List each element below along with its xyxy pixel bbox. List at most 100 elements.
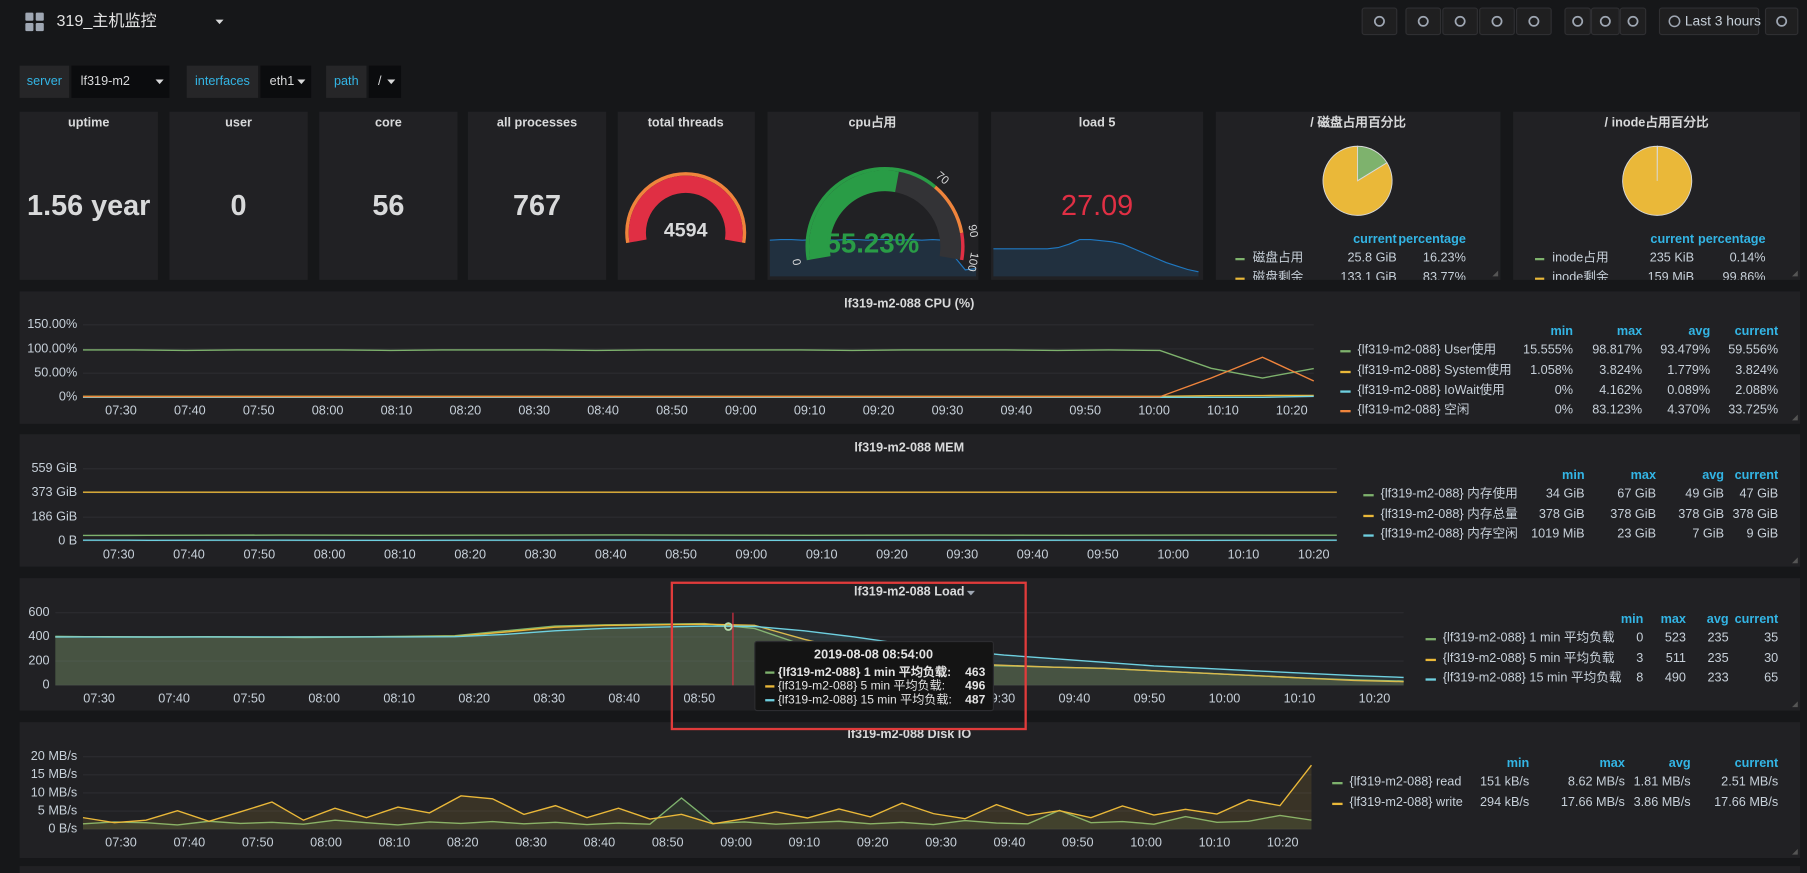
legend-header: min bbox=[1551, 324, 1574, 338]
legend-header: avg bbox=[1688, 324, 1710, 338]
toolbar-icon bbox=[1599, 15, 1611, 27]
variable-value-box[interactable] bbox=[368, 65, 402, 98]
legend-value: 0.089% bbox=[1667, 383, 1710, 397]
legend-header: max bbox=[1631, 468, 1656, 482]
variable-label-box bbox=[326, 65, 367, 98]
toolbar-button[interactable] bbox=[1361, 7, 1398, 36]
toolbar-button[interactable] bbox=[1564, 7, 1591, 36]
toolbar-button[interactable] bbox=[1764, 7, 1799, 36]
grid-icon[interactable] bbox=[25, 12, 34, 21]
x-tick-label: 07:30 bbox=[105, 835, 137, 849]
x-tick-label: 07:50 bbox=[233, 691, 265, 705]
legend-value: 3.824% bbox=[1735, 363, 1778, 377]
x-tick-label: 10:20 bbox=[1359, 691, 1391, 705]
y-tick-label: 186 GiB bbox=[31, 510, 77, 524]
resize-handle bbox=[1492, 270, 1499, 277]
legend-header: min bbox=[1621, 612, 1644, 626]
toolbar-button[interactable] bbox=[1516, 7, 1552, 36]
variable-value-box[interactable] bbox=[71, 65, 170, 98]
time-range: Last 3 hours bbox=[1685, 13, 1761, 29]
legend-name[interactable]: {lf319-m2-088} 5 min 平均负载 bbox=[1443, 651, 1615, 665]
legend-value: 1.779% bbox=[1667, 363, 1710, 377]
legend-value: 49 GiB bbox=[1685, 486, 1724, 500]
legend-value: 9 GiB bbox=[1747, 527, 1779, 541]
caret bbox=[215, 19, 224, 25]
toolbar-icon bbox=[1454, 15, 1466, 27]
legend-value: 151 kB/s bbox=[1480, 774, 1529, 788]
x-tick-label: 09:10 bbox=[806, 547, 838, 561]
gauge-arc bbox=[628, 175, 743, 243]
tooltip-value: 496 bbox=[965, 679, 985, 693]
legend-value: 378 GiB bbox=[1539, 507, 1585, 521]
legend-name[interactable]: {lf319-m2-088} 内存空闲 bbox=[1381, 527, 1518, 541]
toolbar-button[interactable] bbox=[1479, 7, 1515, 36]
x-tick-label: 08:30 bbox=[515, 835, 547, 849]
legend-value: 235 bbox=[1708, 651, 1729, 665]
panel-title: / 磁盘占用百分比 bbox=[1310, 115, 1406, 130]
panel-title: lf319-m2-088 Disk IO bbox=[847, 727, 971, 741]
legend-value: 1.81 MB/s bbox=[1634, 774, 1691, 788]
gauge-tick: 90 bbox=[965, 224, 979, 239]
legend-header: avg bbox=[1707, 612, 1729, 626]
legend-value: 378 GiB bbox=[1678, 507, 1724, 521]
tooltip-time: 2019-08-08 08:54:00 bbox=[814, 648, 933, 662]
legend-header: current bbox=[1735, 612, 1779, 626]
legend-header: percentage bbox=[1698, 232, 1766, 246]
legend-value: 378 GiB bbox=[1732, 507, 1778, 521]
x-tick-label: 09:00 bbox=[736, 547, 768, 561]
resize-handle bbox=[1792, 701, 1798, 708]
gauge-threshold bbox=[933, 185, 964, 234]
legend-name[interactable]: {lf319-m2-088} 15 min 平均负载 bbox=[1443, 671, 1622, 685]
legend-value: 17.66 MB/s bbox=[1561, 795, 1625, 809]
legend-header: current bbox=[1735, 324, 1779, 338]
tooltip-name: {lf319-m2-088} 15 min 平均负载: bbox=[778, 692, 952, 706]
panel-title: / inode占用百分比 bbox=[1605, 115, 1709, 130]
y-tick-label: 0 B/s bbox=[48, 822, 77, 836]
legend-name[interactable]: {lf319-m2-088} User使用 bbox=[1358, 341, 1497, 356]
caret bbox=[155, 79, 164, 85]
toolbar-button[interactable] bbox=[1590, 7, 1620, 36]
panel-title: all processes bbox=[497, 116, 577, 130]
resize-handle bbox=[1792, 270, 1798, 277]
legend-name: inode剩余 bbox=[1552, 269, 1609, 284]
legend-value: 159 MiB bbox=[1648, 270, 1694, 284]
legend-value: 511 bbox=[1666, 651, 1686, 665]
toolbar-icon bbox=[1776, 15, 1788, 27]
time-picker[interactable] bbox=[1658, 7, 1760, 36]
resize-handle bbox=[1792, 848, 1798, 855]
x-tick-label: 09:40 bbox=[1000, 404, 1032, 418]
legend-name: inode占用 bbox=[1552, 250, 1608, 264]
x-tick-label: 09:40 bbox=[994, 835, 1026, 849]
x-tick-label: 08:40 bbox=[595, 547, 627, 561]
y-tick-label: 373 GiB bbox=[31, 485, 77, 499]
stat-value: 1.56 year bbox=[27, 190, 150, 222]
variable-value[interactable]: / bbox=[378, 74, 382, 88]
x-tick-label: 08:50 bbox=[665, 547, 697, 561]
legend-name[interactable]: {lf319-m2-088} 内存使用 bbox=[1381, 485, 1518, 500]
x-tick-label: 08:30 bbox=[518, 404, 550, 418]
legend-name[interactable]: {lf319-m2-088} read bbox=[1349, 774, 1461, 788]
panel-title: cpu占用 bbox=[848, 115, 896, 130]
legend-name[interactable]: {lf319-m2-088} 空闲 bbox=[1358, 402, 1470, 416]
x-tick-label: 09:40 bbox=[1059, 691, 1091, 705]
legend-name[interactable]: {lf319-m2-088} 1 min 平均负载 bbox=[1443, 630, 1615, 644]
legend-name[interactable]: {lf319-m2-088} System使用 bbox=[1358, 362, 1512, 377]
legend-name[interactable]: {lf319-m2-088} write bbox=[1349, 795, 1462, 809]
legend-header: max bbox=[1617, 324, 1642, 338]
variable-value[interactable]: eth1 bbox=[270, 74, 295, 88]
hover-point bbox=[724, 622, 733, 631]
dashboard-title[interactable]: 319_主机监控 bbox=[56, 12, 156, 30]
stat-panel bbox=[169, 111, 308, 280]
variable-value[interactable]: lf319-m2 bbox=[81, 74, 130, 88]
legend-value: 0 bbox=[1636, 630, 1643, 644]
toolbar-button[interactable] bbox=[1442, 7, 1478, 36]
x-tick-label: 08:50 bbox=[683, 691, 715, 705]
legend-name[interactable]: {lf319-m2-088} 内存总量 bbox=[1381, 507, 1519, 521]
toolbar-button[interactable] bbox=[1619, 7, 1647, 36]
legend-value: 98.817% bbox=[1592, 342, 1642, 356]
y-tick-label: 600 bbox=[28, 605, 49, 619]
legend-header: current bbox=[1353, 232, 1397, 246]
legend-value: 490 bbox=[1665, 671, 1686, 685]
toolbar-button[interactable] bbox=[1405, 7, 1442, 36]
legend-name[interactable]: {lf319-m2-088} IoWait使用 bbox=[1358, 382, 1505, 397]
